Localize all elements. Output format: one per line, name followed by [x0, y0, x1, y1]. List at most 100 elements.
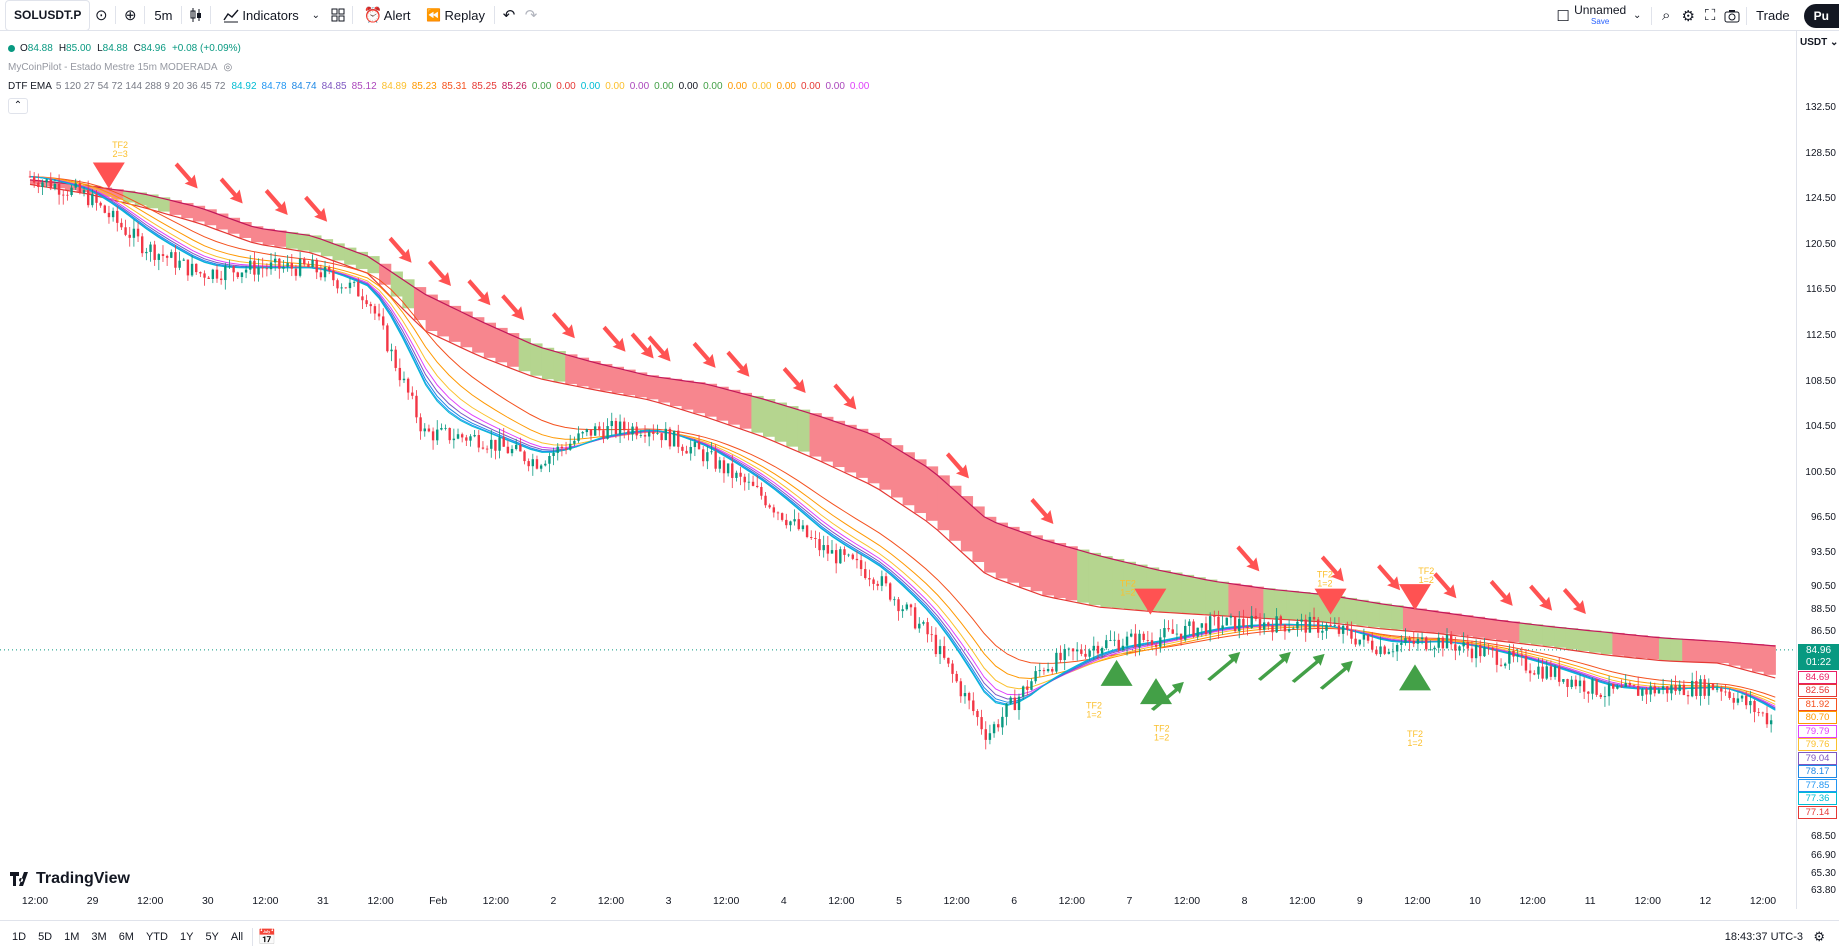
calendar-range-icon[interactable]: 📅 — [257, 928, 277, 946]
red-sell-arrow — [692, 341, 716, 368]
candle-body — [884, 576, 888, 584]
replay-button[interactable]: ⏪ Replay — [417, 0, 491, 31]
candle-body — [182, 259, 185, 261]
chevron-down-icon[interactable]: ⌄ — [311, 9, 320, 21]
candle-body — [294, 268, 298, 276]
chevron-down-icon[interactable]: ⌄ — [1632, 10, 1642, 21]
candle-body — [967, 693, 971, 701]
cloud-segment — [1542, 625, 1555, 647]
candle-body — [78, 183, 82, 193]
candle-body — [82, 190, 86, 193]
cloud-segment — [204, 209, 217, 226]
layout-checkbox-icon[interactable]: ☐ — [1556, 7, 1570, 25]
range-button-1m[interactable]: 1M — [64, 930, 80, 943]
cloud-segment — [1693, 639, 1707, 663]
candle-body — [839, 549, 842, 564]
candle-body — [997, 724, 1000, 728]
range-button-5d[interactable]: 5D — [38, 930, 53, 943]
layout-name-button[interactable]: Unnamed Save — [1574, 4, 1626, 27]
price-tick-label: 90.50 — [1810, 580, 1836, 592]
cloud-segment — [518, 338, 531, 372]
range-button-3m[interactable]: 3M — [91, 930, 107, 943]
candle-body — [278, 258, 281, 269]
candle-body — [70, 187, 73, 196]
candle-body — [1258, 619, 1262, 630]
range-button-all[interactable]: All — [230, 930, 244, 943]
indicators-button[interactable]: Indicators — [214, 0, 304, 31]
alert-button[interactable]: ⏰ Alert — [356, 0, 417, 31]
undo-icon[interactable]: ↶ — [502, 7, 516, 24]
red-sell-arrow — [726, 350, 750, 377]
clock[interactable]: 18:43:37 UTC-3 — [1724, 930, 1803, 943]
symbol-search-button[interactable]: SOLUSDT.P — [5, 0, 91, 31]
candle-body — [161, 254, 165, 256]
tf2-label-line: 1=2 — [1154, 732, 1169, 742]
indicator-row-2[interactable]: DTF EMA 5 120 27 54 72 144 288 9 20 36 4… — [8, 77, 874, 96]
eye-hidden-icon[interactable]: ◎ — [223, 62, 233, 73]
price-tick-label: 86.50 — [1810, 626, 1836, 638]
gear-icon[interactable]: ⚙ — [1681, 7, 1695, 25]
range-button-5y[interactable]: 5Y — [205, 930, 219, 943]
candle-body — [323, 267, 327, 278]
trade-button[interactable]: Trade — [1756, 8, 1790, 23]
time-axis[interactable]: 12:00 29 12:00 30 12:00 31 12:00 Feb 12:00 2 12:00… — [0, 893, 1796, 913]
cloud-segment — [1391, 605, 1404, 630]
chart-type-candles-icon[interactable] — [185, 4, 207, 26]
top-toolbar: SOLUSDT.P ⊙ ⊕ 5m Indicators ⌄ ⏰ Alert ⏪ … — [0, 0, 1839, 31]
candle-body — [153, 244, 156, 260]
candle-body — [1021, 686, 1025, 697]
interval-button[interactable]: 5m — [154, 7, 173, 23]
range-button-1d[interactable]: 1D — [12, 930, 27, 943]
cloud-segment — [1624, 634, 1637, 657]
candle-body — [772, 507, 776, 513]
range-button-6m[interactable]: 6M — [118, 930, 134, 943]
cloud-segment — [64, 183, 78, 191]
cloud-segment — [507, 333, 520, 367]
compare-icon[interactable]: ⊙ — [95, 7, 108, 24]
candle-body — [893, 599, 896, 601]
candle-body — [1188, 621, 1191, 626]
candle-body — [947, 657, 950, 664]
price-axis[interactable]: USDT ⌄ 132.50 128.50 124.50 120.50 116.50 112… — [1796, 31, 1839, 909]
candle-body — [1238, 618, 1241, 632]
candle-body — [797, 519, 800, 530]
cloud-segment — [541, 347, 555, 380]
templates-grid-icon[interactable] — [327, 4, 349, 26]
time-tick-label: Feb — [429, 895, 448, 907]
settings-gear-icon[interactable]: ⚙ — [1813, 928, 1825, 944]
cloud-segment — [588, 360, 601, 389]
chevron-up-icon[interactable]: ⌃ — [8, 98, 28, 114]
fullscreen-icon[interactable]: ⛶ — [1704, 7, 1716, 24]
candle-body — [1080, 649, 1083, 654]
cloud-segment — [1589, 630, 1602, 653]
chart-legend: O 84.88 H 85.00 L 84.88 C 84.96 +0.08 (+0.09… — [8, 39, 874, 114]
indicator2-value: 0.00 — [654, 81, 674, 92]
candle-body — [1703, 679, 1706, 696]
collapse-legend-button[interactable]: ⌃ — [8, 98, 874, 114]
red-sell-arrow — [1377, 564, 1401, 591]
candles — [28, 170, 1773, 750]
quick-search-icon[interactable]: ⌕ — [1661, 7, 1671, 24]
tf2-label-line: TF2 — [1407, 729, 1423, 739]
candle-body — [585, 429, 589, 433]
red-sell-arrow — [219, 177, 243, 204]
add-symbol-icon[interactable]: ⊕ — [124, 7, 137, 24]
time-tick-label: 10 — [1469, 895, 1481, 907]
cloud-segment — [251, 226, 264, 243]
cloud-segment — [576, 357, 590, 387]
range-button-1y[interactable]: 1Y — [179, 930, 194, 943]
cloud-segment — [495, 327, 508, 363]
ohlc-change: +0.08 (+0.09%) — [171, 43, 241, 54]
currency-selector[interactable]: USDT ⌄ — [1800, 37, 1839, 48]
time-tick-label: 12:00 — [137, 895, 164, 907]
ohlc-l: 84.88 — [102, 43, 128, 54]
time-tick-label: 8 — [1241, 895, 1248, 907]
redo-icon[interactable]: ↷ — [524, 7, 538, 24]
chart-pane[interactable]: TF2 2=3 TF2 1=2 TF2 1=2 TF2 1=2 TF2 1=2 TF2 1=2 TF2 1… — [0, 31, 1796, 909]
indicator-row-1[interactable]: MyCoinPilot - Estado Mestre 15m MODERADA… — [8, 58, 874, 77]
range-button-ytd[interactable]: YTD — [145, 930, 168, 943]
indicator2-value: 84.92 — [231, 81, 257, 92]
camera-icon[interactable] — [1721, 5, 1743, 27]
publish-button[interactable]: Pu — [1803, 3, 1839, 28]
